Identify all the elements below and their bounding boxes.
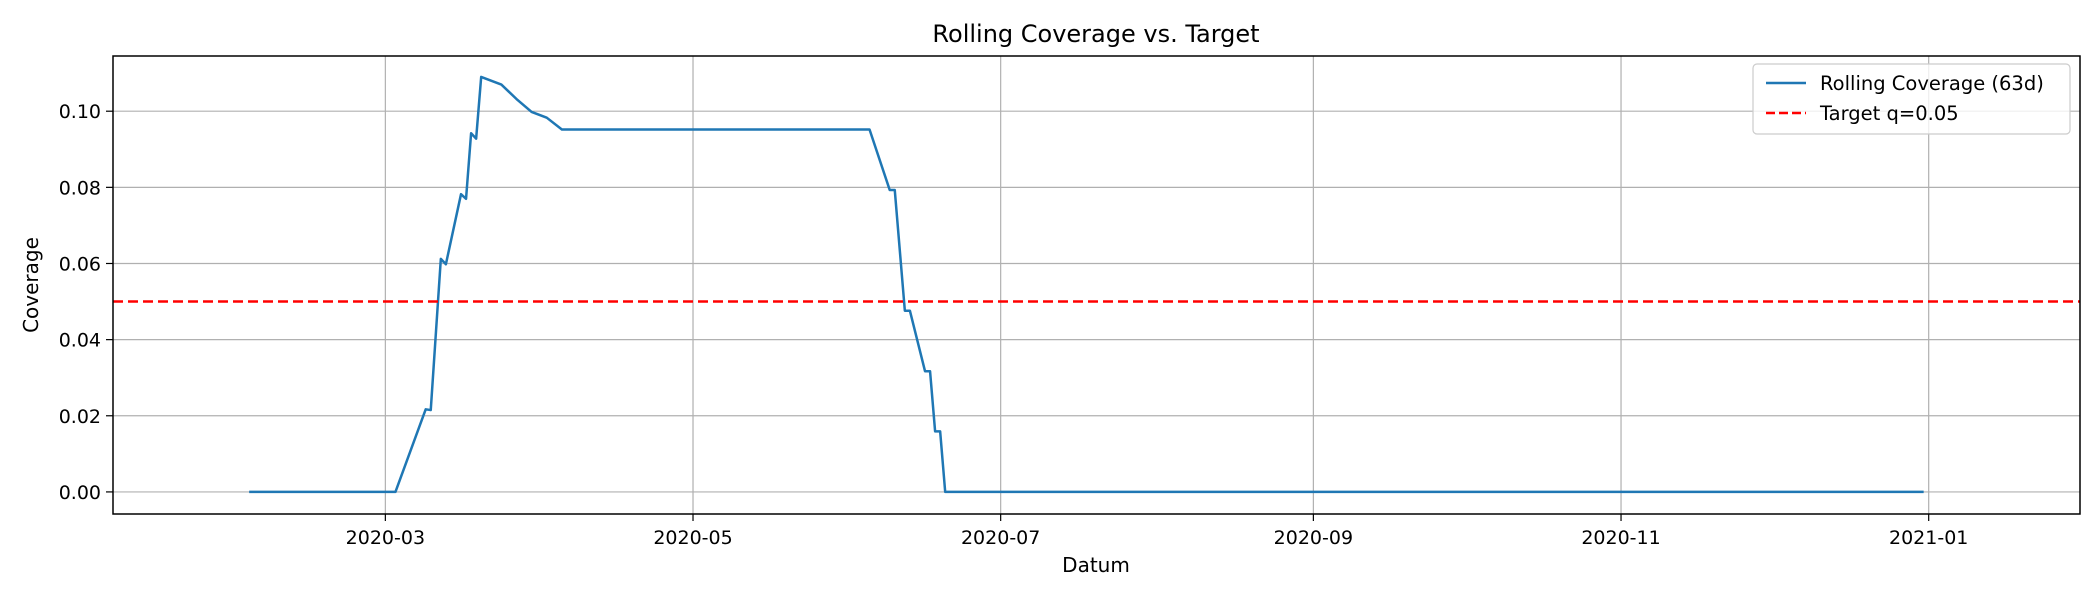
x-tick-label: 2020-03 [346,527,425,549]
plot-series [113,75,2080,494]
y-tick-label: 0.06 [59,253,101,275]
x-tick-label: 2020-09 [1274,527,1353,549]
chart-title: Rolling Coverage vs. Target [932,20,1259,48]
x-axis-label: Datum [1062,553,1130,577]
x-tick-label: 2020-11 [1581,527,1660,549]
y-tick-label: 0.08 [59,177,101,199]
axis-ticks: 2020-03 2020-05 2020-07 2020-09 2020-11 2021-… [59,101,1969,549]
legend-label-target: Target q=0.05 [1819,102,1959,125]
legend: Rolling Coverage (63d) Target q=0.05 [1752,63,2071,135]
legend-box [1752,63,2071,135]
y-tick-label: 0.10 [59,101,101,123]
y-axis-label: Coverage [19,237,43,333]
y-tick-label: 0.00 [59,482,101,504]
legend-label-rolling-coverage: Rolling Coverage (63d) [1820,72,2044,95]
y-tick-label: 0.02 [59,406,101,428]
x-tick-label: 2020-05 [653,527,732,549]
x-tick-label: 2020-07 [961,527,1040,549]
plot-frame [112,55,2081,515]
x-tick-label: 2021-01 [1889,527,1968,549]
coverage-line [249,75,1924,494]
y-tick-label: 0.04 [59,330,101,352]
